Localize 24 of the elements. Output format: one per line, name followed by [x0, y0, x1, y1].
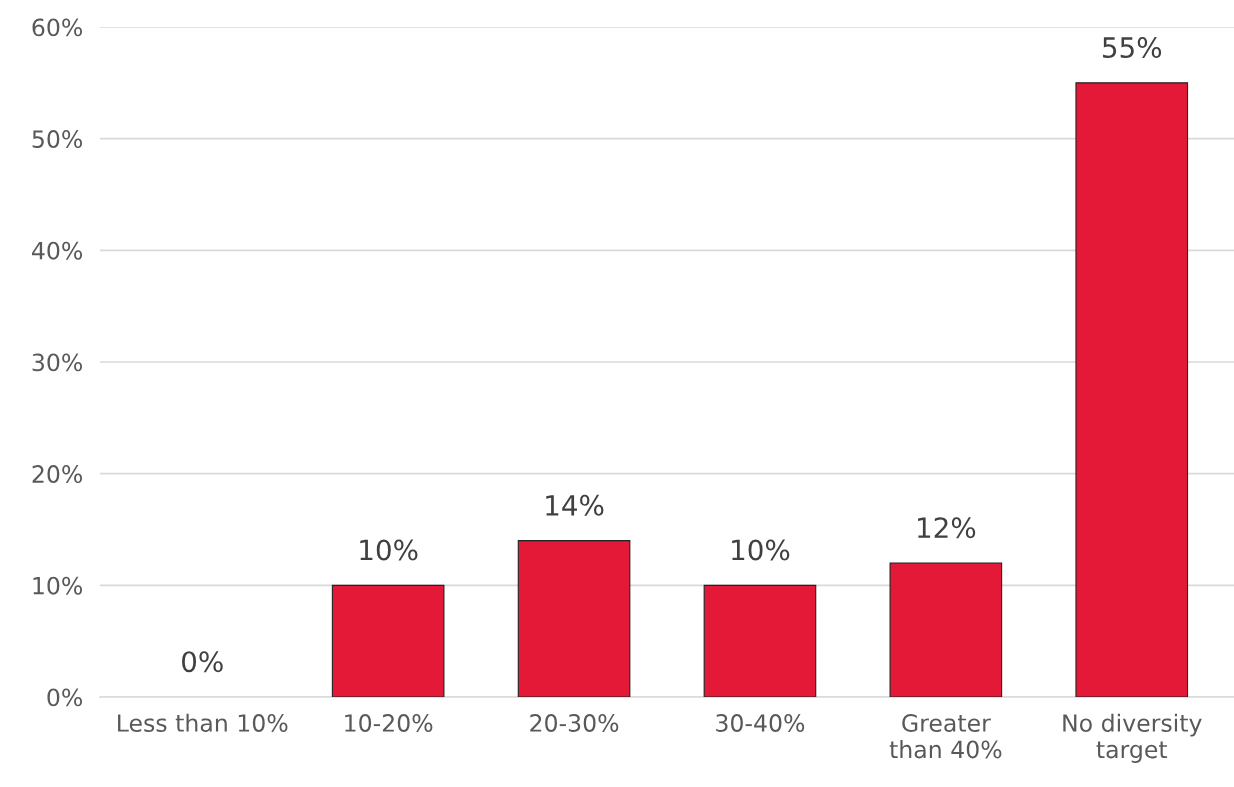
y-tick-label: 60%	[32, 18, 83, 37]
x-tick-label: 30-40%	[716, 714, 805, 732]
data-label: 10%	[732, 539, 790, 561]
x-tick-label: 10-20%	[345, 714, 433, 732]
bar	[331, 584, 445, 697]
y-tick-label: 10%	[33, 576, 83, 595]
bar	[703, 584, 817, 697]
x-tick-label: Greater than 40%	[889, 714, 1002, 759]
y-tick-label: 50%	[32, 130, 83, 148]
y-tick-label: 0%	[47, 688, 83, 707]
bar	[517, 540, 631, 697]
y-tick-label: 40%	[32, 241, 83, 260]
data-label: 55%	[1103, 37, 1162, 59]
x-tick-label: Less than 10%	[118, 713, 288, 732]
data-label: 10%	[360, 539, 418, 561]
x-tick-label: 20-30%	[530, 714, 619, 732]
data-label: 12%	[918, 517, 976, 539]
data-label: 0%	[182, 651, 223, 673]
bar	[889, 562, 1003, 697]
bar	[1075, 82, 1189, 697]
y-tick-label: 30%	[32, 353, 83, 372]
y-tick-label: 20%	[32, 465, 83, 483]
x-tick-label: No diversity target	[1063, 713, 1202, 763]
data-label: 14%	[546, 494, 604, 516]
